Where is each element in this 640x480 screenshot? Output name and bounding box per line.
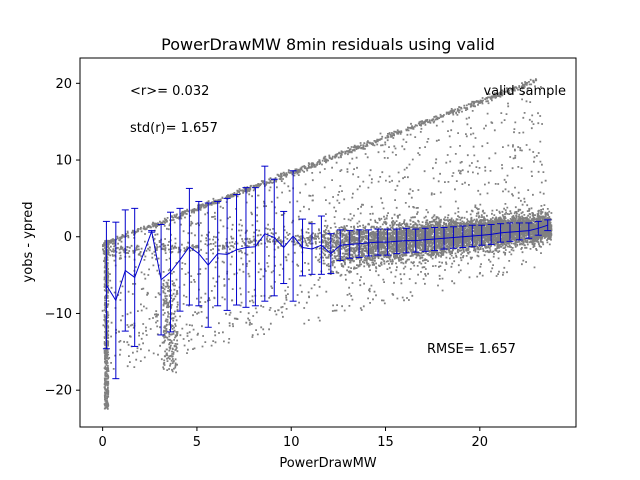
x-tick-label: 15 <box>377 435 394 450</box>
std-annotation: std(r)= 1.657 <box>130 121 218 136</box>
y-axis-label: yobs - ypred <box>21 202 36 283</box>
x-tick-label: 0 <box>98 435 106 450</box>
x-axis-label: PowerDrawMW <box>279 456 376 471</box>
mean-annotation: <r>= 0.032 <box>130 84 209 99</box>
y-tick-label: −10 <box>45 307 72 322</box>
errorbar <box>102 220 110 350</box>
y-tick-label: 0 <box>64 230 72 245</box>
axis-ticks: 0 5 10 15 20 −20 −10 0 10 20 <box>45 77 489 450</box>
axes-frame <box>79 57 577 428</box>
rmse-annotation: RMSE= 1.657 <box>427 342 516 357</box>
y-tick-label: 20 <box>55 77 72 92</box>
errorbar-series <box>102 165 552 380</box>
y-tick-label: −20 <box>45 384 72 399</box>
x-tick-label: 20 <box>472 435 489 450</box>
sample-annotation: valid sample <box>483 84 566 99</box>
chart-title: PowerDrawMW 8min residuals using valid <box>161 35 495 54</box>
y-tick-label: 10 <box>55 154 72 169</box>
x-tick-label: 5 <box>193 435 201 450</box>
x-tick-label: 10 <box>283 435 300 450</box>
errorbar-mean-line <box>105 224 548 302</box>
